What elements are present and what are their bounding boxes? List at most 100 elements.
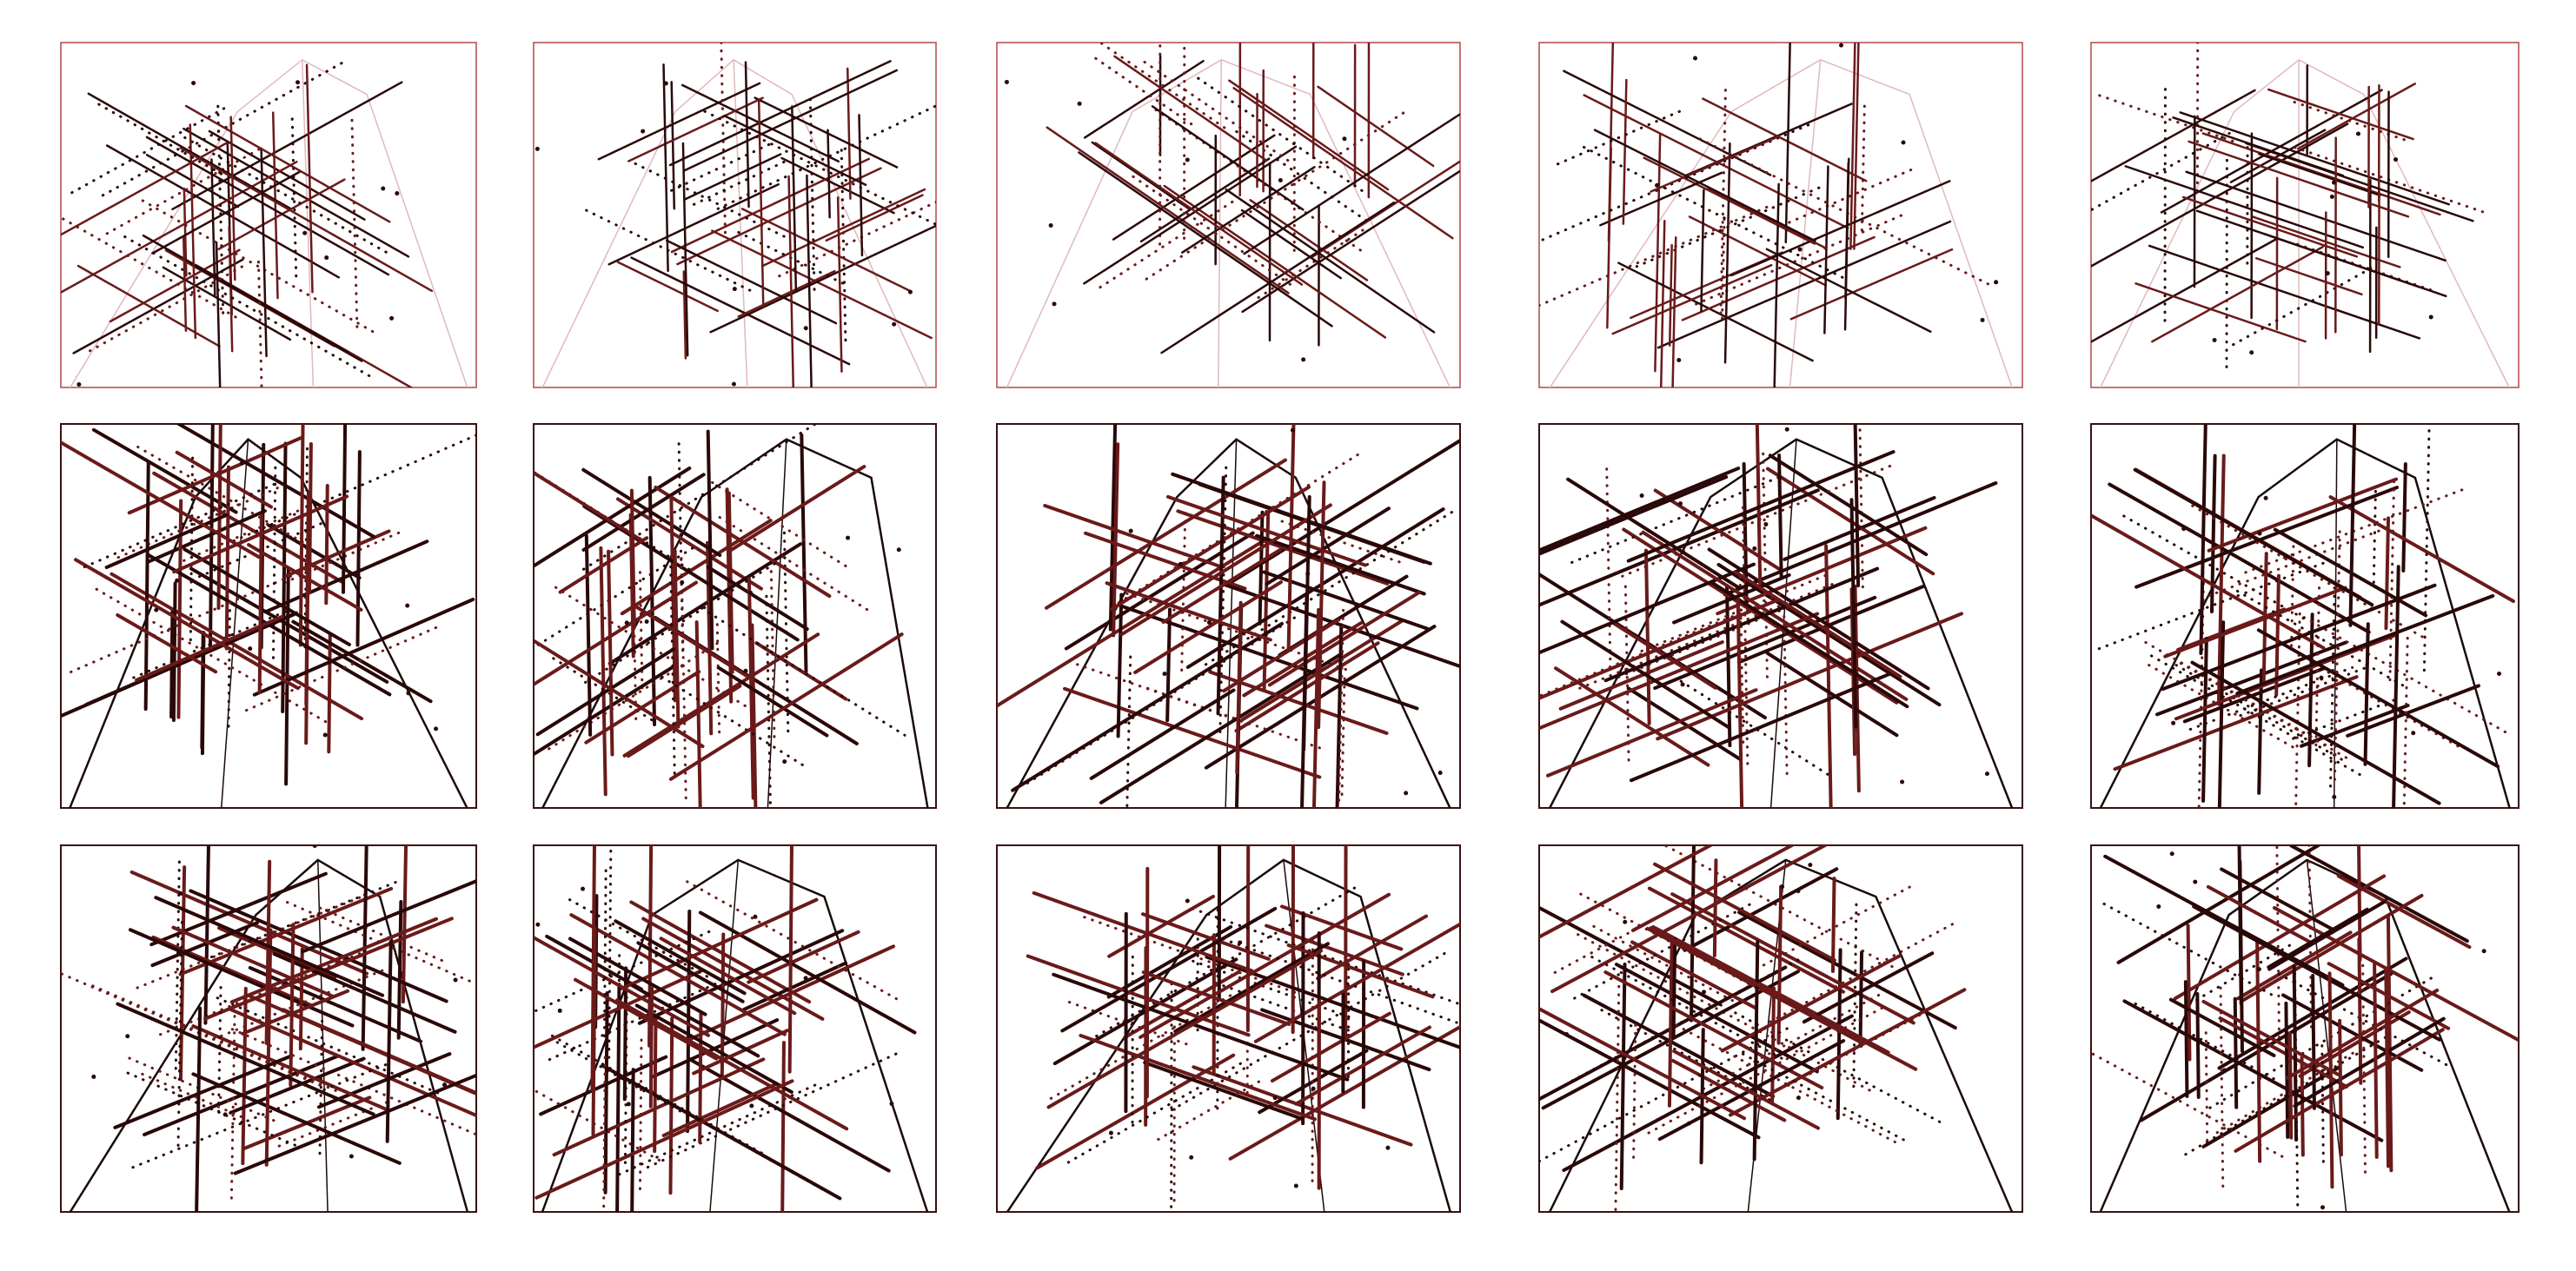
track-line [1255,533,1426,596]
track-line [1702,97,1868,182]
track-line [1626,450,1895,563]
track-line [1643,548,1651,725]
track-line [257,513,263,695]
dotted-track [83,481,278,569]
track-line [1554,666,1710,767]
track-line [1105,581,1272,642]
track-line [1234,641,1380,733]
panel-content [61,58,468,387]
track-line [151,935,314,1008]
dotted-track [584,559,780,684]
track-line [2201,636,2208,803]
track-line [1849,43,1856,250]
frustum-edge [767,439,787,808]
track-line [1133,580,1283,675]
track-line [2311,973,2316,1110]
panel [1538,42,2023,388]
track-line [1089,688,1236,780]
track-line [2292,964,2299,1142]
dotted-track [638,1038,643,1194]
track-line [1710,580,1909,709]
dotted-track [675,1106,825,1191]
track-line [2091,89,2256,182]
scatter-dot [191,81,196,86]
panel-content [1539,43,2013,387]
panel-content [1004,43,1460,387]
track-line [1776,884,1783,1045]
dotted-track [765,594,773,808]
dotted-track [174,860,181,1076]
scatter-dot [2169,851,2174,857]
scatter-dot [1301,357,1306,362]
track-line [2327,962,2451,1030]
track-line [2373,962,2379,1159]
track-line [681,142,689,357]
scatter-dot [581,886,586,891]
scatter-dot [2257,531,2262,536]
panel [60,42,477,388]
dotted-track [1741,506,1749,771]
track-line [1720,954,1902,1053]
frustum-edge [1789,59,1822,387]
track-line [1083,531,1247,591]
track-line [2346,684,2480,738]
track-line [1765,248,1932,333]
track-line [2183,980,2189,1098]
track-line [1161,547,1283,625]
track-line [1253,922,1460,1043]
frustum-edge [220,439,249,808]
track-line [1716,526,1928,616]
dotted-track [602,1056,607,1212]
scatter-dot [1994,280,1999,285]
scatter-dot [453,977,458,983]
track-line [591,926,597,1136]
scatter-dot [2329,194,2334,199]
track-line [224,465,230,651]
track-line [87,92,291,209]
scatter-dot [1342,136,1347,142]
frustum-outline [69,858,469,1212]
track-line [2195,209,2447,298]
dotted-track [131,1062,390,1169]
track-line [1656,220,1952,349]
dotted-track [216,996,441,1095]
track-line [171,581,177,722]
scatter-dot [2249,350,2254,355]
track-line [1653,862,1836,963]
track-line [154,896,385,997]
dotted-track [1788,166,1917,224]
scatter-dot [663,81,668,86]
track-line [2300,1056,2305,1157]
track-line [825,194,924,242]
track-line [2217,620,2226,808]
track-line [1853,424,1861,588]
dotted-track [2388,480,2396,684]
track-line [1689,845,1696,1023]
panel-content [534,43,936,387]
track-line [622,632,820,758]
scatter-dot [2411,731,2416,736]
track-line [669,495,677,703]
track-line [1232,87,1454,240]
track-line [729,465,866,553]
track-line [1270,1011,1391,1083]
scatter-dot [1797,247,1803,252]
scatter-dot [2193,879,2198,884]
track-line [653,1013,658,1154]
scatter-dot [1311,1086,1316,1091]
track-line [2286,988,2440,1080]
dotted-track [623,987,628,1171]
track-line [668,60,892,167]
track-line [1311,160,1460,259]
scatter-dot [1178,561,1183,566]
scatter-dot [803,326,808,331]
scatter-dot [248,646,253,652]
track-line [780,156,895,215]
track-line [620,519,773,616]
scatter-dot [1278,178,1283,183]
track-line [2155,640,2348,717]
scatter-dot [389,315,395,321]
track-line [997,539,1265,708]
track-line [61,161,298,294]
